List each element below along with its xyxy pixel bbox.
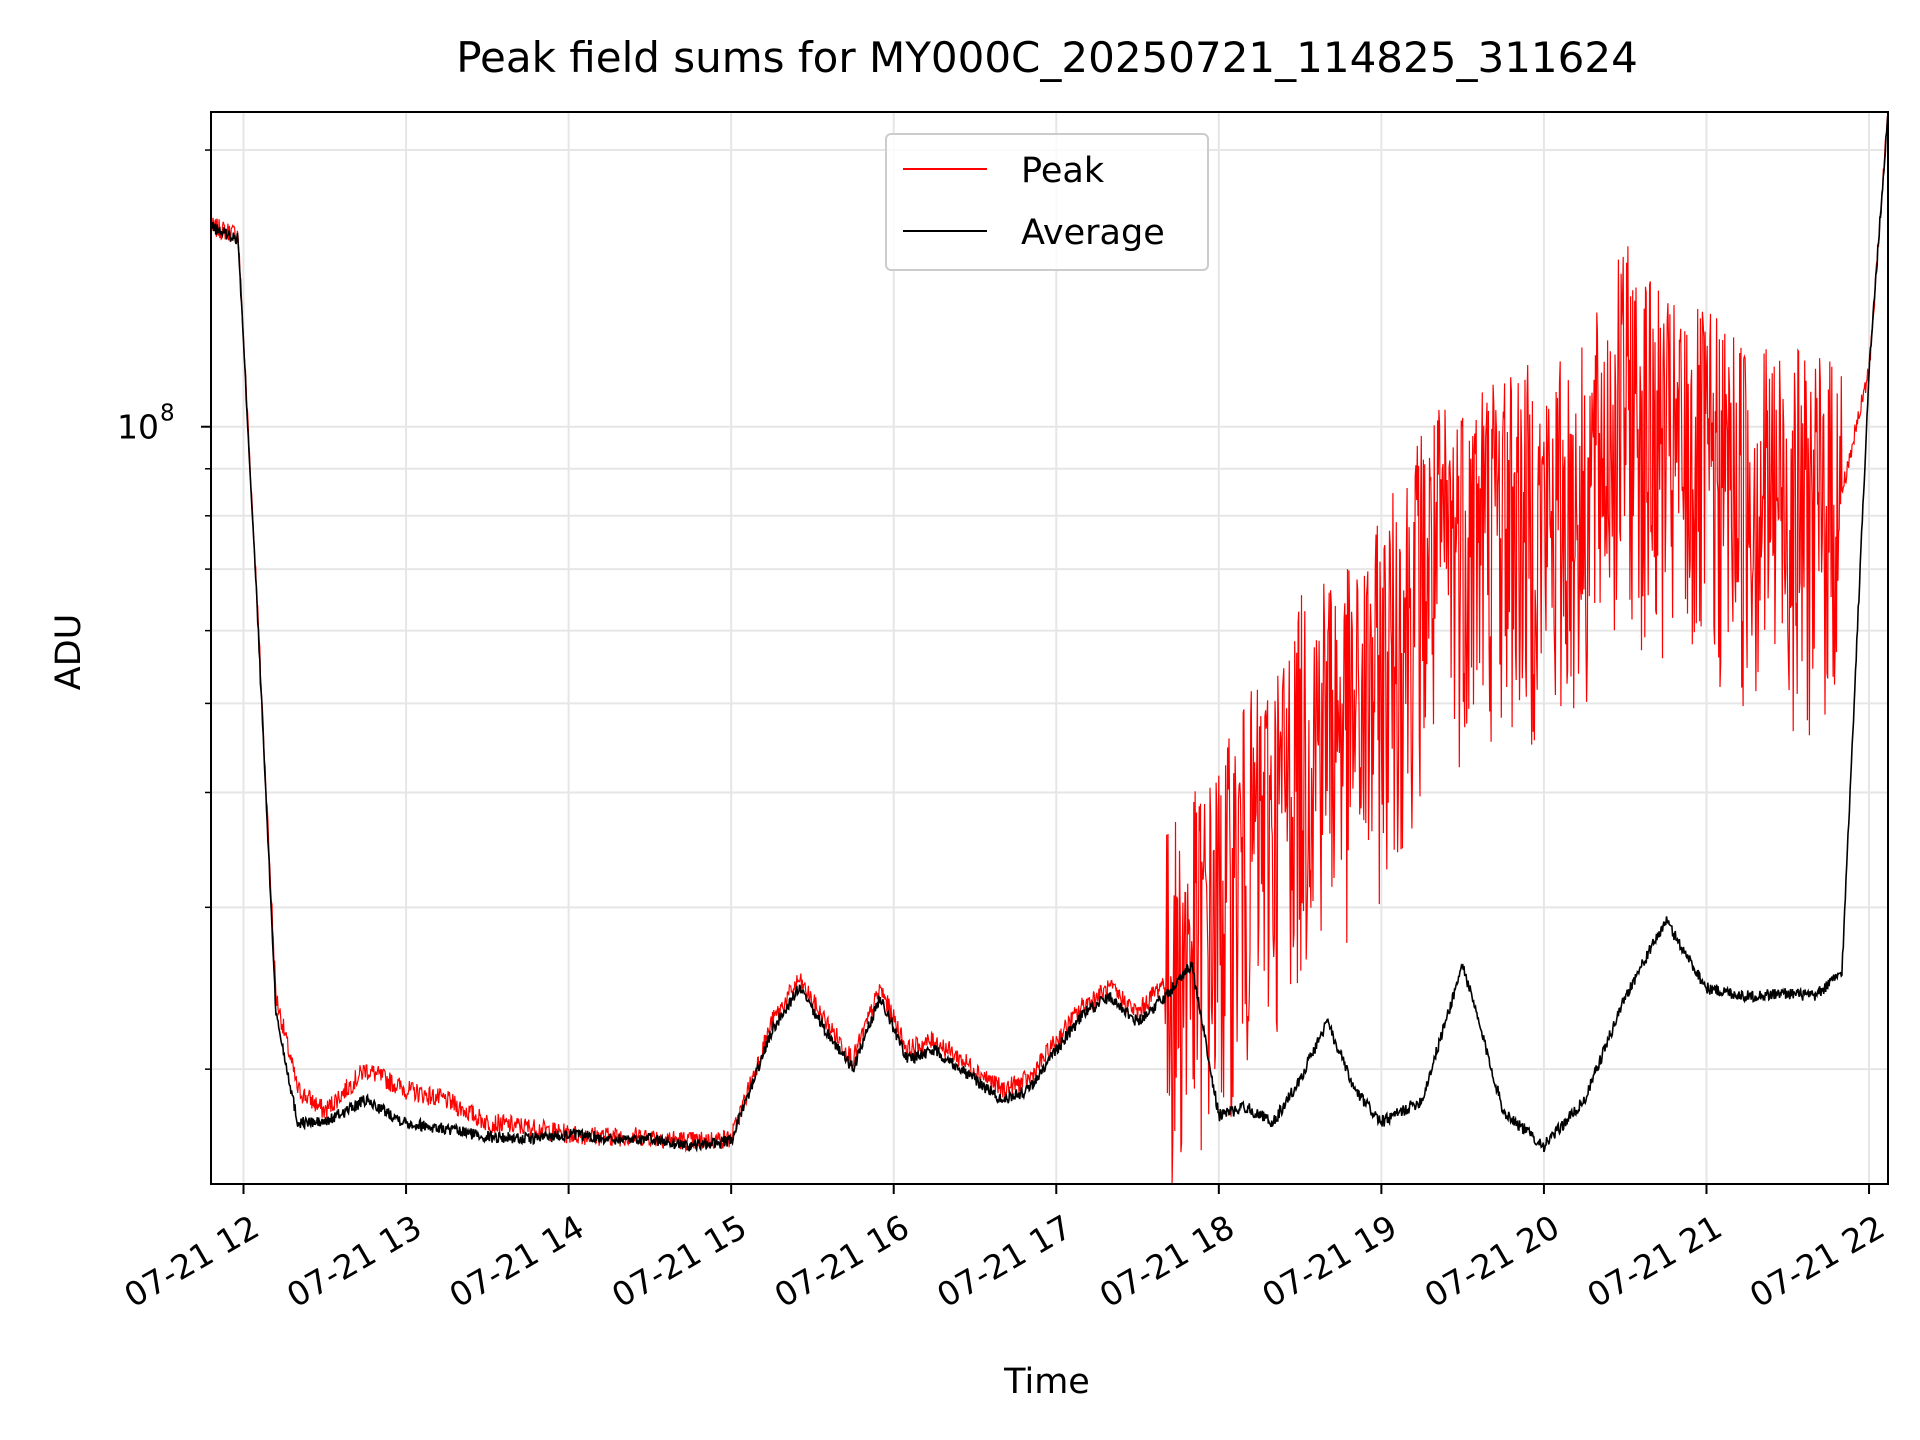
y-tick-label: 10 <box>117 408 159 447</box>
y-tick-exponent: 8 <box>160 401 175 427</box>
average-line <box>210 113 1889 1153</box>
legend-average-label: Average <box>1021 213 1165 253</box>
legend-peak-label: Peak <box>1021 151 1105 191</box>
plot-frame <box>210 111 1889 1185</box>
y-axis-label: ADU <box>49 614 89 691</box>
legend: Peak Average <box>885 133 1209 271</box>
plot-series <box>210 111 1889 1185</box>
chart-title: Peak field sums for MY000C_20250721_1148… <box>456 33 1638 82</box>
x-axis-label: Time <box>1003 1362 1090 1402</box>
y-axis-ticks: 10 8 <box>117 149 211 1070</box>
